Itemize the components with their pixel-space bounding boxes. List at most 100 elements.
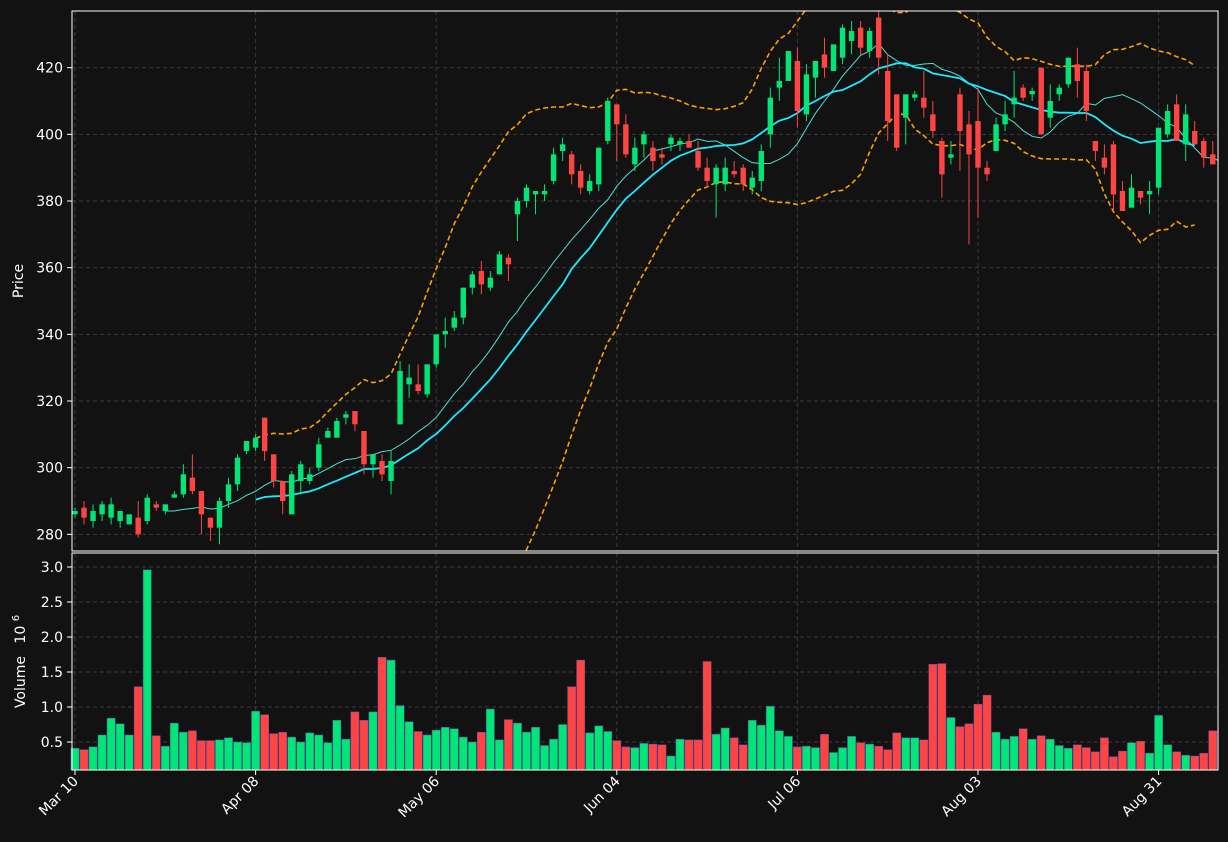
volume-bar-down [621,746,631,771]
volume-bar-down [1036,735,1046,771]
candle-up [541,191,548,195]
candlesticks [72,11,1216,545]
volume-bar-up [404,721,414,771]
candle-up [903,94,909,118]
candle-up [496,254,503,275]
candle-up [1029,91,1035,95]
volume-bar-down [729,737,739,771]
volume-bar-up [422,734,432,771]
volume-bar-up [332,720,342,771]
candle-up [839,27,846,58]
volume-bar-up [124,734,134,771]
candle-up [776,81,783,88]
candle-up [1164,111,1171,135]
volume-bar-up [287,736,297,771]
candle-down [1083,71,1090,111]
volume-bar-up [169,722,179,771]
volume-bar-down [576,659,586,771]
volume-bar-down [269,733,279,771]
candle-down [415,384,421,391]
candle-down [198,491,205,515]
volume-bar-up [458,736,468,771]
volume-bar-up [224,737,233,771]
candle-up [424,364,430,395]
candle-up [596,147,602,185]
volume-bar-up [97,734,107,771]
volume-bar-up [233,741,242,771]
candle-down [857,27,864,48]
price-y-tick-label: 280 [36,527,63,543]
candle-down [1210,154,1216,165]
volume-bar-down [892,732,902,771]
candle-up [677,141,683,145]
candle-up [252,437,259,448]
candle-up [948,154,954,158]
volume-bar-down [856,742,865,771]
candle-up [469,274,476,288]
candle-up [487,277,494,288]
volume-bar-up [675,738,685,771]
candle-up [108,504,114,518]
candle-up [1155,127,1162,188]
price-y-tick-label: 340 [36,327,63,343]
candle-up [1146,191,1153,195]
volume-y-tick-label: 3.0 [41,560,63,576]
volume-y-tick-label: 2.0 [41,630,63,646]
volume-bar-down [79,749,89,771]
price-y-tick-label: 380 [36,194,63,210]
volume-bar-down [820,734,829,771]
candle-down [623,124,629,155]
candle-down [379,461,385,475]
candle-down [361,431,367,465]
volume-bar-up [106,717,116,771]
candle-up [406,377,412,385]
candle-up [713,167,719,185]
volume-bar-up [639,743,649,771]
volume-bar-down [1208,730,1218,771]
candle-down [568,154,575,175]
candle-up [370,454,376,465]
volume-bar-down [955,726,965,771]
candle-up [559,144,566,151]
candle-up [1002,114,1008,125]
volume-bar-down [197,740,206,771]
price-y-tick-label: 400 [36,127,63,143]
volume-bar-down [1136,741,1145,771]
price-panel-frame [71,10,1219,552]
volume-bar-up [531,727,540,771]
volume-bar-down [1018,728,1028,771]
candle-up [1182,114,1189,145]
candle-up [126,514,132,525]
candle-down [650,147,656,161]
volume-bar-up [1163,744,1172,771]
volume-bar-down [151,735,161,771]
volume-bars [70,569,1218,771]
candle-down [731,171,737,175]
volume-panel-frame [71,552,1219,771]
candle-up [550,154,557,181]
candle-up [451,317,457,328]
volume-bar-up [847,736,856,771]
candle-up [117,511,123,521]
volume-bar-up [215,739,224,771]
price-grid [72,11,1218,551]
volume-bar-down [377,657,387,771]
volume-bar-down [260,714,269,771]
volume-bar-down [648,743,658,771]
volume-bar-down [1190,755,1200,771]
candle-down [894,94,900,148]
volume-bar-up [991,731,1001,771]
candle-down [478,271,485,285]
candle-down [704,167,710,181]
candle-down [1101,157,1108,168]
volume-bar-down [1072,744,1082,771]
volume-bar-up [838,747,847,771]
volume-bar-up [314,734,324,771]
volume-bar-up [1027,738,1037,771]
candle-up [514,201,521,215]
volume-bar-up [666,755,676,771]
candle-up [605,101,611,141]
volume-bar-down [964,723,974,771]
volume-bar-up [765,706,775,771]
